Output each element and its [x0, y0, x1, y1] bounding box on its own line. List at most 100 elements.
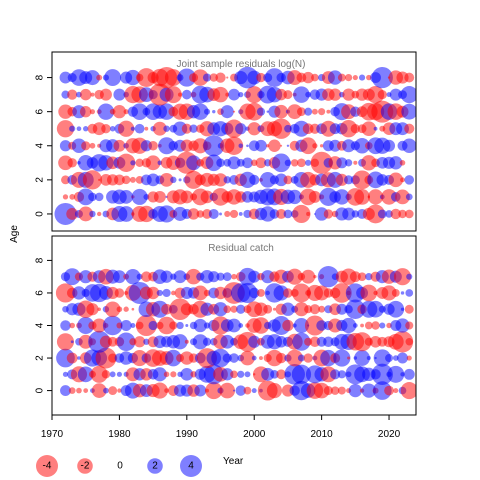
- residual-bubble: [163, 371, 170, 378]
- residual-bubble: [391, 289, 400, 297]
- residual-bubble: [366, 74, 372, 81]
- residual-bubble: [98, 178, 101, 181]
- residual-bubble: [136, 273, 143, 280]
- residual-bubble: [59, 140, 72, 152]
- residual-bubble: [212, 109, 216, 114]
- residual-bubble: [181, 89, 192, 100]
- residual-bubble: [304, 305, 313, 314]
- residual-bubble: [261, 367, 275, 381]
- residual-bubble: [219, 212, 222, 216]
- residual-bubble: [86, 303, 99, 316]
- x-tick-label: 1990: [176, 429, 199, 440]
- y-tick-label: 4: [35, 322, 46, 328]
- residual-bubble: [353, 160, 358, 165]
- residual-bubble: [257, 289, 265, 297]
- residual-bubble: [294, 302, 309, 317]
- residual-bubble: [146, 286, 160, 300]
- residual-bubble: [286, 144, 290, 147]
- residual-bubble: [332, 283, 352, 303]
- residual-bubble: [330, 386, 340, 395]
- residual-bubble: [400, 307, 405, 311]
- residual-bubble: [158, 137, 176, 155]
- residual-bubble: [229, 209, 239, 219]
- residual-bubble: [222, 272, 232, 282]
- residual-bubble: [293, 317, 309, 334]
- residual-bubble: [101, 370, 111, 379]
- residual-bubble: [270, 118, 292, 139]
- residual-bubble: [181, 123, 192, 134]
- residual-bubble: [157, 316, 176, 335]
- residual-bubble: [208, 271, 220, 283]
- residual-bubble: [96, 74, 103, 81]
- residual-bubble: [296, 107, 306, 117]
- residual-bubble: [70, 340, 74, 344]
- residual-bubble: [400, 291, 405, 295]
- residual-bubble: [280, 144, 283, 147]
- residual-bubble: [388, 172, 404, 188]
- residual-bubble: [59, 71, 72, 84]
- residual-bubble: [404, 209, 414, 219]
- residual-bubble: [342, 139, 356, 153]
- residual-bubble: [384, 385, 394, 396]
- residual-bubble: [106, 286, 119, 300]
- residual-bubble: [116, 153, 136, 172]
- residual-bubble: [180, 367, 194, 381]
- residual-bubble: [404, 123, 415, 134]
- y-tick-label: 8: [35, 257, 46, 263]
- residual-bubble: [275, 352, 287, 364]
- residual-bubble: [282, 319, 294, 332]
- residual-bubble: [252, 317, 270, 334]
- residual-bubble: [116, 371, 122, 377]
- residual-bubble: [131, 307, 135, 311]
- residual-bubble: [287, 189, 302, 205]
- residual-bubble: [80, 105, 92, 118]
- residual-bubble: [248, 335, 261, 348]
- residual-bubble: [224, 210, 231, 217]
- residual-bubble: [158, 103, 175, 120]
- residual-bubble: [177, 92, 183, 97]
- residual-bubble: [89, 210, 96, 218]
- residual-bubble: [108, 386, 118, 396]
- residual-bubble: [292, 204, 311, 224]
- residual-bubble: [390, 208, 402, 220]
- residual-bubble: [330, 369, 341, 380]
- residual-bubble: [377, 209, 387, 219]
- residual-bubble: [247, 122, 261, 136]
- residual-bubble: [62, 194, 69, 200]
- residual-bubble: [275, 88, 287, 101]
- residual-bubble: [220, 334, 235, 349]
- residual-bubble: [372, 381, 392, 400]
- residual-bubble: [235, 123, 247, 135]
- residual-bubble: [314, 285, 330, 301]
- residual-bubble: [118, 120, 135, 137]
- legend: -4 -2 0 2 4: [36, 455, 202, 477]
- residual-bubble: [283, 209, 293, 219]
- residual-bubble: [271, 153, 291, 173]
- residual-bubble: [274, 104, 289, 119]
- residual-bubble: [352, 75, 358, 81]
- residual-bubble: [354, 350, 370, 366]
- residual-bubble: [352, 332, 372, 352]
- residual-bubble: [255, 157, 267, 169]
- residual-bubble: [148, 320, 158, 331]
- residual-bubble: [273, 307, 276, 311]
- residual-bubble: [339, 120, 358, 138]
- residual-bubble: [184, 339, 189, 344]
- residual-bubble: [334, 189, 350, 205]
- residual-bubble: [365, 273, 373, 281]
- residual-bubble: [164, 69, 182, 87]
- residual-bubble: [337, 370, 346, 379]
- residual-bubble: [164, 86, 182, 104]
- legend-label: 4: [188, 461, 194, 472]
- residual-bubble: [291, 364, 312, 384]
- residual-bubble: [383, 139, 396, 152]
- residual-bubble: [270, 370, 279, 379]
- residual-bubble: [185, 268, 202, 285]
- residual-bubble: [333, 349, 351, 367]
- residual-bubble: [361, 121, 377, 137]
- residual-bubble: [173, 270, 187, 284]
- panel-residual-catch-y-axis: 0 2 4 6 8: [35, 257, 53, 393]
- residual-bubble: [212, 86, 229, 103]
- residual-bubble: [312, 143, 318, 149]
